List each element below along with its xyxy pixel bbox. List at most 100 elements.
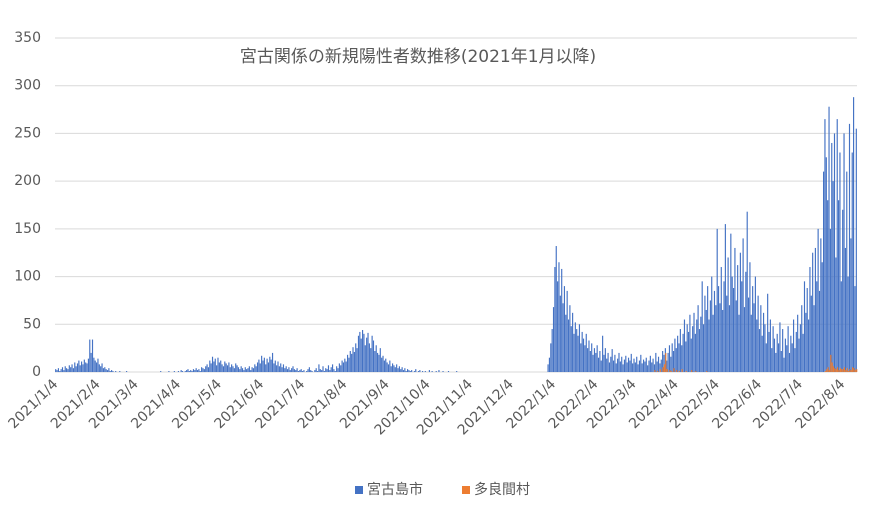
bar (599, 351, 601, 372)
bar (255, 366, 257, 372)
bar (87, 358, 89, 372)
bar (565, 314, 567, 372)
bar (641, 363, 643, 372)
bar (845, 370, 847, 372)
bar (654, 370, 656, 372)
bar (636, 356, 638, 372)
bar (262, 360, 264, 372)
bar (612, 360, 615, 372)
bar (387, 364, 390, 372)
bar (56, 370, 58, 372)
bar (271, 352, 274, 372)
bar (192, 369, 195, 372)
bar (644, 361, 646, 372)
bar (730, 233, 732, 372)
bar (577, 335, 579, 372)
bar (827, 367, 829, 372)
bar (691, 370, 693, 372)
bar (355, 343, 357, 372)
bar (746, 211, 748, 372)
bar (210, 363, 212, 372)
bar (66, 368, 68, 372)
bar (587, 348, 589, 372)
bar (836, 119, 838, 372)
bar (105, 369, 107, 372)
bar (391, 363, 394, 372)
bar (442, 371, 444, 372)
bar (555, 246, 557, 372)
bar (645, 357, 647, 372)
bar (314, 370, 316, 372)
bar (585, 333, 587, 372)
bar (818, 290, 821, 372)
bar (614, 354, 616, 372)
bar (111, 370, 113, 372)
bar (797, 314, 799, 372)
bar (295, 370, 297, 372)
bar (713, 290, 716, 372)
bar (850, 370, 852, 372)
bar (63, 370, 65, 372)
bar (331, 364, 334, 372)
bar (379, 348, 381, 372)
bar (68, 365, 70, 372)
bar (357, 335, 360, 372)
bar (250, 370, 252, 372)
bar (216, 365, 218, 372)
bar (801, 305, 803, 372)
bar (195, 368, 197, 372)
bar (293, 369, 295, 372)
bar (663, 364, 665, 372)
bar (168, 371, 170, 372)
bar (346, 354, 349, 372)
bar (824, 371, 826, 372)
bar (617, 358, 619, 372)
bar (576, 329, 578, 372)
bar (724, 224, 726, 372)
bar (760, 305, 762, 372)
bar (191, 371, 193, 372)
bar (608, 362, 611, 372)
bar (202, 368, 204, 372)
bar (566, 290, 568, 372)
bar (75, 366, 77, 372)
bar (817, 228, 819, 372)
bar (619, 361, 621, 372)
bar (254, 364, 256, 372)
bar (288, 367, 290, 372)
bar (776, 333, 778, 372)
bar (394, 367, 396, 372)
bar (405, 371, 407, 372)
bar (834, 368, 836, 372)
bar (697, 305, 699, 372)
bar (348, 357, 350, 372)
bar (311, 371, 313, 372)
bar (749, 262, 751, 372)
bar (682, 333, 684, 372)
y-tick-label: 100 (14, 269, 41, 285)
bar (826, 369, 828, 372)
bar (814, 247, 816, 372)
bar (57, 368, 59, 372)
bar (708, 319, 710, 372)
bar (301, 371, 304, 372)
bar (795, 331, 797, 372)
bar (381, 357, 383, 372)
bar (160, 371, 162, 372)
bar (580, 343, 582, 372)
y-tick-label: 200 (14, 173, 41, 189)
bar (621, 356, 623, 372)
bar (668, 345, 671, 372)
bar (370, 348, 372, 372)
bar (665, 352, 667, 372)
bar (816, 281, 818, 372)
bar (854, 370, 856, 372)
bar (569, 305, 571, 372)
bar (841, 369, 843, 372)
bar (850, 238, 852, 372)
bar (847, 276, 849, 372)
bar (805, 312, 807, 372)
bar (247, 368, 249, 372)
bar (839, 368, 841, 372)
bar (839, 152, 841, 372)
